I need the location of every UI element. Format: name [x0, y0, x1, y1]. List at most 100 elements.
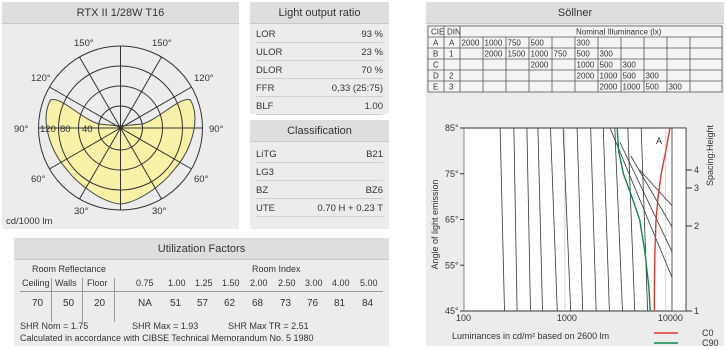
polar-label-60-right: 60° — [194, 174, 209, 185]
reflectance-value: 50 — [63, 298, 75, 309]
legend-label: C0 — [702, 328, 714, 338]
classification-value: 0.70 H + 0.23 T — [317, 202, 383, 214]
illuminance-value: 2000 — [600, 83, 618, 92]
header-floor: Floor — [87, 278, 108, 288]
header-walls: Walls — [55, 278, 77, 288]
room-index-value: 3.00 — [305, 278, 323, 288]
lor-row: ULOR 23 % — [256, 44, 383, 61]
polar-diagram: 150° 150° 120° 120° 90° 90° 60° 60° 30° … — [6, 38, 224, 227]
polar-radial-40: 40 — [82, 124, 93, 135]
spacing-tick: 1 — [694, 306, 699, 316]
illuminance-value: 750 — [554, 50, 568, 59]
spacing-tick: 2 — [694, 221, 699, 231]
spacing-tick: 4 — [694, 165, 699, 175]
illuminance-value: 2000 — [577, 72, 595, 81]
cie-class: E — [433, 83, 438, 92]
room-index-value: 2.50 — [278, 278, 296, 288]
utilization-factor: 62 — [224, 298, 236, 309]
y-tick: 55° — [445, 260, 459, 270]
room-index-value: 0.75 — [136, 278, 154, 288]
cie-header: CIE — [431, 28, 444, 37]
cie-class: D — [433, 72, 439, 81]
polar-label-120-left: 120° — [31, 73, 51, 84]
illuminance-value: 1000 — [600, 72, 618, 81]
illuminance-value: 300 — [600, 50, 614, 59]
classification-row: BZ BZ6 — [256, 182, 383, 199]
x-axis-title: Luminances in cd/m² based on 2600 lm — [452, 331, 609, 341]
polar-radial-120: 120 — [40, 124, 56, 135]
lor-title: Light output ratio — [250, 2, 389, 24]
y-tick: 45° — [445, 306, 459, 316]
utilization-factor: 84 — [362, 298, 374, 309]
lor-value: 23 % — [361, 46, 383, 58]
lor-key: ULOR — [256, 46, 283, 58]
illuminance-value: 1000 — [623, 83, 641, 92]
illuminance-value: 300 — [669, 83, 683, 92]
lor-value: 0,33 (25:75) — [331, 82, 383, 94]
reflectance-value: 70 — [32, 298, 44, 309]
spacing-tick: 3 — [694, 183, 699, 193]
illuminance-value: 300 — [646, 72, 660, 81]
room-index-value: 4.00 — [332, 278, 350, 288]
illuminance-value: 500 — [531, 39, 545, 48]
lor-panel: Light output ratio LOR 93 % ULOR 23 % DLOR 70… — [250, 2, 389, 115]
classification-key: LG3 — [256, 166, 274, 178]
illuminance-value: 2000 — [531, 61, 549, 70]
sollner-chart: CIE DIN Nominal Illuminance (lx) A A 2000 1000… — [427, 25, 723, 346]
din-class: 3 — [449, 83, 454, 92]
x-tick: 10000 — [658, 313, 683, 323]
sollner-title: Söllner — [426, 2, 724, 24]
polar-label-90-right: 90° — [209, 124, 224, 135]
x-tick: 1000 — [557, 313, 577, 323]
lor-row: BLF 1.00 — [256, 98, 383, 115]
shr-nom: SHR Nom = 1.75 — [20, 321, 89, 331]
room-index-value: 1.50 — [222, 278, 240, 288]
utilization-panel: Utilization Factors Room Reflectance Roo… — [14, 238, 389, 346]
illuminance-value: 500 — [577, 50, 591, 59]
lor-value: 70 % — [361, 64, 383, 76]
shr-max-tr: SHR Max TR = 2.51 — [228, 321, 309, 331]
classification-key: LiTG — [256, 148, 277, 160]
illuminance-value: 2000 — [462, 39, 480, 48]
illuminance-value: 1000 — [577, 61, 595, 70]
illuminance-value: 500 — [600, 61, 614, 70]
cie-class: B — [433, 50, 438, 59]
lor-key: BLF — [256, 100, 274, 112]
polar-label-30-left: 30° — [74, 206, 89, 217]
utilization-factor: 73 — [280, 298, 292, 309]
legend-label: C90 — [702, 338, 719, 346]
lor-key: LOR — [256, 28, 276, 40]
header-ceiling: Ceiling — [22, 278, 50, 288]
spacing-axis-title: Spacing:Height — [705, 124, 715, 186]
c0-curve — [653, 127, 671, 311]
illuminance-value: 1000 — [485, 39, 503, 48]
polar-unit: cd/1000 lm — [6, 216, 53, 227]
polar-radial-80: 80 — [60, 124, 71, 135]
classification-row: LG3 — [256, 164, 383, 181]
y-axis-title: Angle of light emission — [430, 179, 440, 269]
din-header: DIN — [447, 28, 461, 37]
lor-value: 1.00 — [364, 100, 384, 112]
shr-max: SHR Max = 1.93 — [132, 321, 199, 331]
y-tick: 75° — [445, 169, 459, 179]
utilization-factor: 51 — [170, 298, 182, 309]
reflectance-value: 20 — [94, 298, 106, 309]
din-class: 1 — [449, 50, 454, 59]
lor-key: DLOR — [256, 64, 283, 76]
lor-row: FFR 0,33 (25:75) — [256, 80, 383, 97]
cie-class: C — [433, 61, 439, 70]
classification-panel: Classification LiTG B21 LG3 BZ BZ6 UTE 0.70 H … — [250, 120, 389, 229]
polar-label-150-right: 150° — [152, 38, 172, 49]
y-tick: 65° — [445, 215, 459, 225]
utilization-title: Utilization Factors — [14, 238, 389, 260]
classification-key: UTE — [256, 202, 275, 214]
utilization-factor: 57 — [197, 298, 209, 309]
illuminance-value: 2000 — [485, 50, 503, 59]
polar-panel: RTX II 1/28W T16 150° 150° 120° 120° 90°… — [2, 2, 239, 229]
cie-class: A — [433, 39, 439, 48]
x-tick: 100 — [456, 313, 471, 323]
polar-title: RTX II 1/28W T16 — [2, 2, 239, 24]
illuminance-value: 750 — [508, 39, 522, 48]
room-index-label: Room Index — [252, 264, 301, 274]
illuminance-value: 300 — [577, 39, 591, 48]
